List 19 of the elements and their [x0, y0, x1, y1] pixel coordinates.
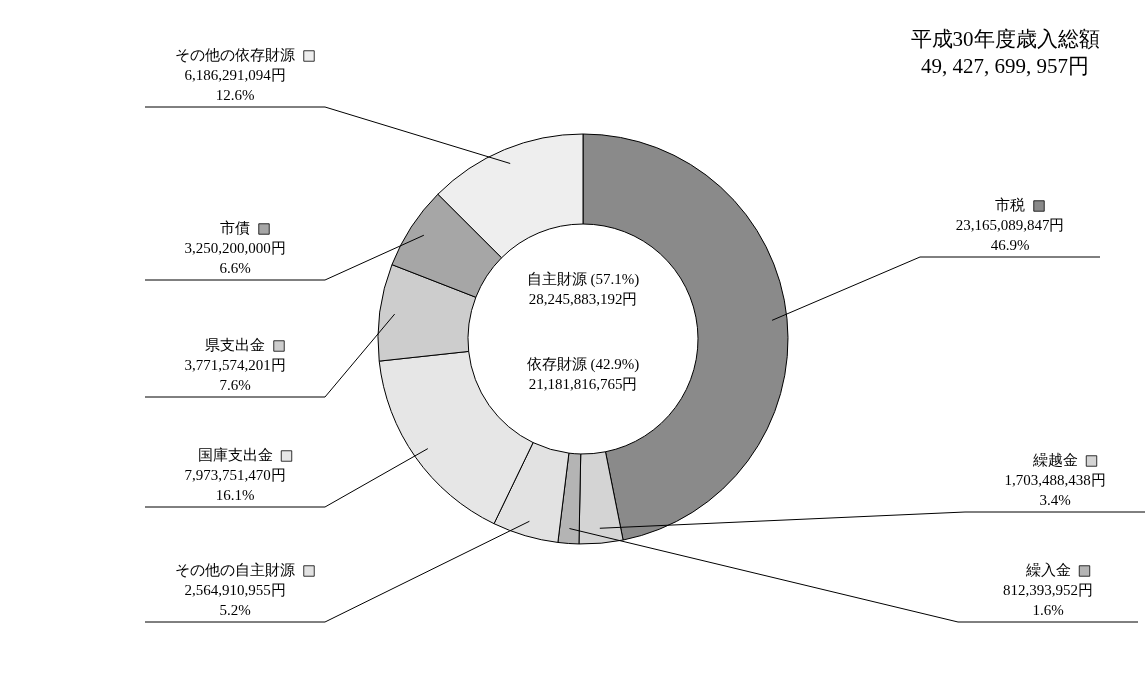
- data-label: 1,703,488,438円 3.4%: [1004, 472, 1106, 508]
- data-label: 3,250,200,000円 6.6%: [184, 240, 286, 276]
- text: 依存財源 (42.9%) 21,181,816,765円: [526, 356, 640, 392]
- data-label: 23,165,089,847円 46.9%: [955, 217, 1065, 253]
- legend-label: 県支出金: [205, 337, 265, 353]
- data-label: 3,771,574,201円 7.6%: [184, 357, 286, 393]
- legend-label: 繰越金: [1031, 452, 1078, 468]
- legend-label: その他の依存財源: [175, 47, 295, 63]
- legend-label: その他の自主財源: [175, 562, 295, 578]
- data-label: 7,973,751,470円 16.1%: [184, 467, 286, 503]
- legend-label: 市税: [995, 197, 1025, 213]
- legend-label: 繰入金: [1024, 562, 1071, 578]
- legend-label: 市債: [220, 220, 250, 236]
- chart-title: 平成30年度歳入総額 49, 427, 699, 957円: [910, 27, 1100, 78]
- data-label: 2,564,910,955円 5.2%: [184, 582, 286, 618]
- text: 自主財源 (57.1%) 28,245,883,192円: [526, 271, 640, 307]
- data-label: 812,393,952円 1.6%: [1003, 582, 1093, 618]
- data-label: 6,186,291,094円 12.6%: [184, 67, 286, 103]
- legend-label: 国庫支出金: [197, 447, 273, 463]
